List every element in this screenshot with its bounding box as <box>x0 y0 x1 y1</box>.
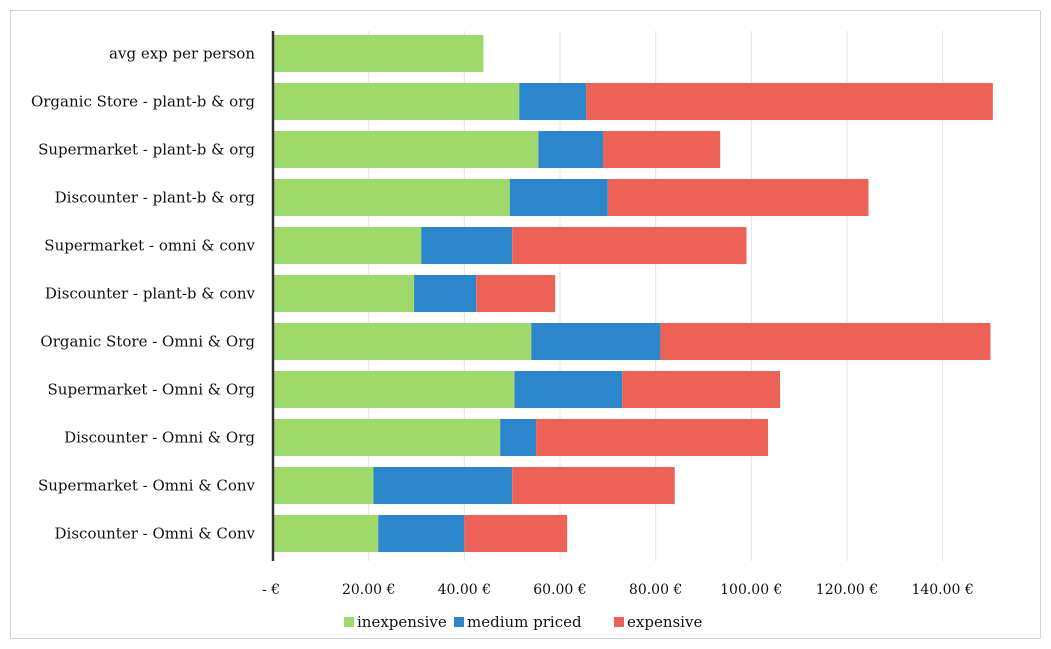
chart-frame: avg exp per person Organic Store - plant-… <box>10 10 1041 639</box>
category-label: Discounter - plant-b & conv <box>45 285 256 303</box>
bar-segment-expensive <box>586 83 993 120</box>
bar-segment-inexpensive <box>273 371 515 408</box>
category-label: Supermarket - Omni & Conv <box>38 477 256 495</box>
bar-segment-expensive <box>464 515 568 552</box>
legend-swatch <box>454 617 464 627</box>
legend-swatch <box>614 617 624 627</box>
stacked-bar-chart: avg exp per person Organic Store - plant-… <box>31 31 993 631</box>
bar-segment-medium-priced <box>373 467 513 504</box>
x-tick-label: 80.00 € <box>629 582 682 598</box>
bar-segment-expensive <box>603 131 721 168</box>
legend-swatch <box>344 617 354 627</box>
bar-segment-expensive <box>607 179 869 216</box>
bar-segment-inexpensive <box>273 275 415 312</box>
legend-label: inexpensive <box>357 613 447 631</box>
bar-segment-inexpensive <box>273 227 422 264</box>
bar-segment-medium-priced <box>538 131 604 168</box>
x-tick-label: 40.00 € <box>438 582 491 598</box>
x-tick-label: 60.00 € <box>533 582 586 598</box>
x-tick-label: 140.00 € <box>911 582 973 598</box>
category-label: Supermarket - Omni & Org <box>48 381 256 399</box>
bar-segment-medium-priced <box>509 179 608 216</box>
category-label: Supermarket - plant-b & org <box>38 141 255 159</box>
bar-segment-medium-priced <box>519 83 587 120</box>
bar-segment-inexpensive <box>273 419 501 456</box>
bar-segment-expensive <box>512 227 747 264</box>
bar-segment-inexpensive <box>273 467 374 504</box>
bar-segment-expensive <box>622 371 780 408</box>
bar-segment-inexpensive <box>273 83 520 120</box>
bar-segment-medium-priced <box>414 275 477 312</box>
bar-segment-medium-priced <box>531 323 661 360</box>
bar-segment-inexpensive <box>273 179 510 216</box>
legend-label: expensive <box>627 613 702 631</box>
bar-segment-expensive <box>536 419 769 456</box>
category-label: Discounter - Omni & Conv <box>55 525 256 543</box>
category-label: Discounter - Omni & Org <box>64 429 255 447</box>
x-tick-label: - € <box>262 582 280 598</box>
bar-segment-inexpensive <box>273 131 539 168</box>
bar-segment-inexpensive <box>273 515 379 552</box>
x-tick-label: 20.00 € <box>342 582 395 598</box>
x-tick-label: 100.00 € <box>720 582 782 598</box>
category-label: Organic Store - Omni & Org <box>40 333 255 351</box>
category-label: Discounter - plant-b & org <box>55 189 256 207</box>
bar-segment-inexpensive <box>273 323 532 360</box>
bar-segment-inexpensive <box>273 35 484 72</box>
bar-segment-expensive <box>476 275 556 312</box>
bar-segment-medium-priced <box>378 515 465 552</box>
bar-segment-medium-priced <box>421 227 513 264</box>
category-label: Organic Store - plant-b & org <box>31 93 255 111</box>
category-label: avg exp per person <box>109 45 255 63</box>
category-label: Supermarket - omni & conv <box>44 237 255 255</box>
bar-segment-expensive <box>660 323 991 360</box>
legend-label: medium priced <box>467 613 582 631</box>
x-tick-label: 120.00 € <box>816 582 878 598</box>
bar-segment-medium-priced <box>514 371 623 408</box>
bar-segment-expensive <box>512 467 675 504</box>
bar-segment-medium-priced <box>500 419 537 456</box>
